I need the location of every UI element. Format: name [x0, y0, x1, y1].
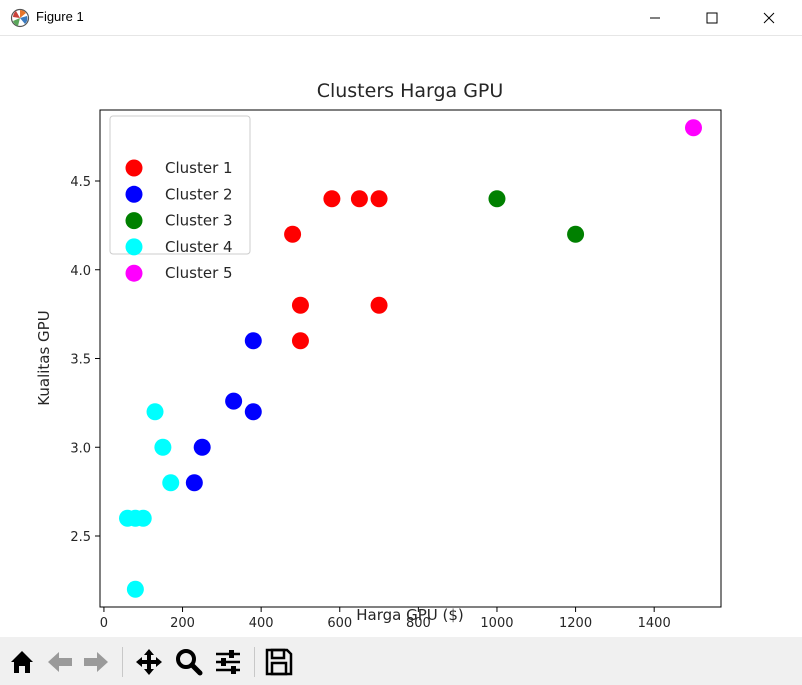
legend-label: Cluster 4 [165, 238, 233, 256]
toolbar-separator [254, 647, 255, 677]
cluster-2-point [245, 332, 262, 349]
chart-title: Clusters Harga GPU [317, 80, 504, 102]
cluster-4-point [162, 474, 179, 491]
matplotlib-icon [10, 8, 30, 28]
minimize-button[interactable] [632, 0, 678, 36]
x-tick-label: 600 [327, 616, 352, 631]
legend-label: Cluster 5 [165, 264, 233, 282]
cluster-4-point [127, 581, 144, 598]
y-tick-label: 3.0 [70, 441, 91, 456]
close-icon [761, 10, 777, 26]
zoom-button[interactable] [173, 646, 205, 678]
cluster-1-point [292, 297, 309, 314]
cluster-2-point [225, 393, 242, 410]
legend-marker [126, 265, 143, 282]
cluster-2-point [186, 474, 203, 491]
magnifier-icon [173, 646, 205, 678]
save-icon [263, 646, 295, 678]
navigation-toolbar [0, 637, 802, 685]
maximize-icon [704, 10, 720, 26]
y-tick-label: 3.5 [70, 353, 91, 368]
minimize-icon [647, 10, 663, 26]
scatter-chart: Clusters Harga GPU 0 200 400 600 800 1000 1200… [0, 37, 802, 637]
cluster-1-point [371, 297, 388, 314]
legend-marker [126, 212, 143, 229]
figure-canvas[interactable]: Clusters Harga GPU 0 200 400 600 800 1000 1200… [0, 37, 802, 637]
x-tick-label: 200 [170, 616, 195, 631]
cluster-1-point [371, 190, 388, 207]
cluster-1-point [351, 190, 368, 207]
legend-label: Cluster 1 [165, 159, 233, 177]
save-button[interactable] [263, 646, 295, 678]
cluster-2-point [245, 403, 262, 420]
back-button[interactable] [44, 646, 76, 678]
cluster-4-point [147, 403, 164, 420]
cluster-3-point [488, 190, 505, 207]
home-icon [6, 646, 38, 678]
legend-label: Cluster 2 [165, 185, 233, 203]
toolbar-separator [122, 647, 123, 677]
x-axis-label: Harga GPU ($) [356, 606, 464, 624]
cluster-3-point [567, 226, 584, 243]
y-tick-label: 4.0 [70, 264, 91, 279]
home-button[interactable] [6, 646, 38, 678]
x-tick-label: 1000 [480, 616, 513, 631]
move-icon [133, 646, 165, 678]
cluster-1-point [323, 190, 340, 207]
x-tick-label: 0 [100, 616, 108, 631]
cluster-4-point [154, 439, 171, 456]
legend-marker [126, 238, 143, 255]
legend-marker [126, 160, 143, 177]
legend-label: Cluster 3 [165, 212, 233, 230]
y-axis-ticks: 2.5 3.0 3.5 4.0 4.5 [70, 175, 100, 545]
legend-marker [126, 186, 143, 203]
title-bar: Figure 1 [0, 0, 802, 36]
close-button[interactable] [746, 0, 792, 36]
cluster-5-point [685, 119, 702, 136]
x-tick-label: 1400 [638, 616, 671, 631]
forward-button[interactable] [80, 646, 112, 678]
y-axis-label: Kualitas GPU [35, 310, 53, 405]
y-tick-label: 4.5 [70, 175, 91, 190]
cluster-1-point [284, 226, 301, 243]
window-title: Figure 1 [36, 9, 84, 24]
pan-button[interactable] [133, 646, 165, 678]
y-tick-label: 2.5 [70, 530, 91, 545]
sliders-icon [212, 646, 244, 678]
cluster-1-point [292, 332, 309, 349]
configure-subplots-button[interactable] [212, 646, 244, 678]
x-tick-label: 400 [249, 616, 274, 631]
x-tick-label: 1200 [559, 616, 592, 631]
cluster-2-point [194, 439, 211, 456]
maximize-button[interactable] [689, 0, 735, 36]
arrow-right-icon [80, 646, 112, 678]
cluster-4-point [135, 510, 152, 527]
arrow-left-icon [44, 646, 76, 678]
